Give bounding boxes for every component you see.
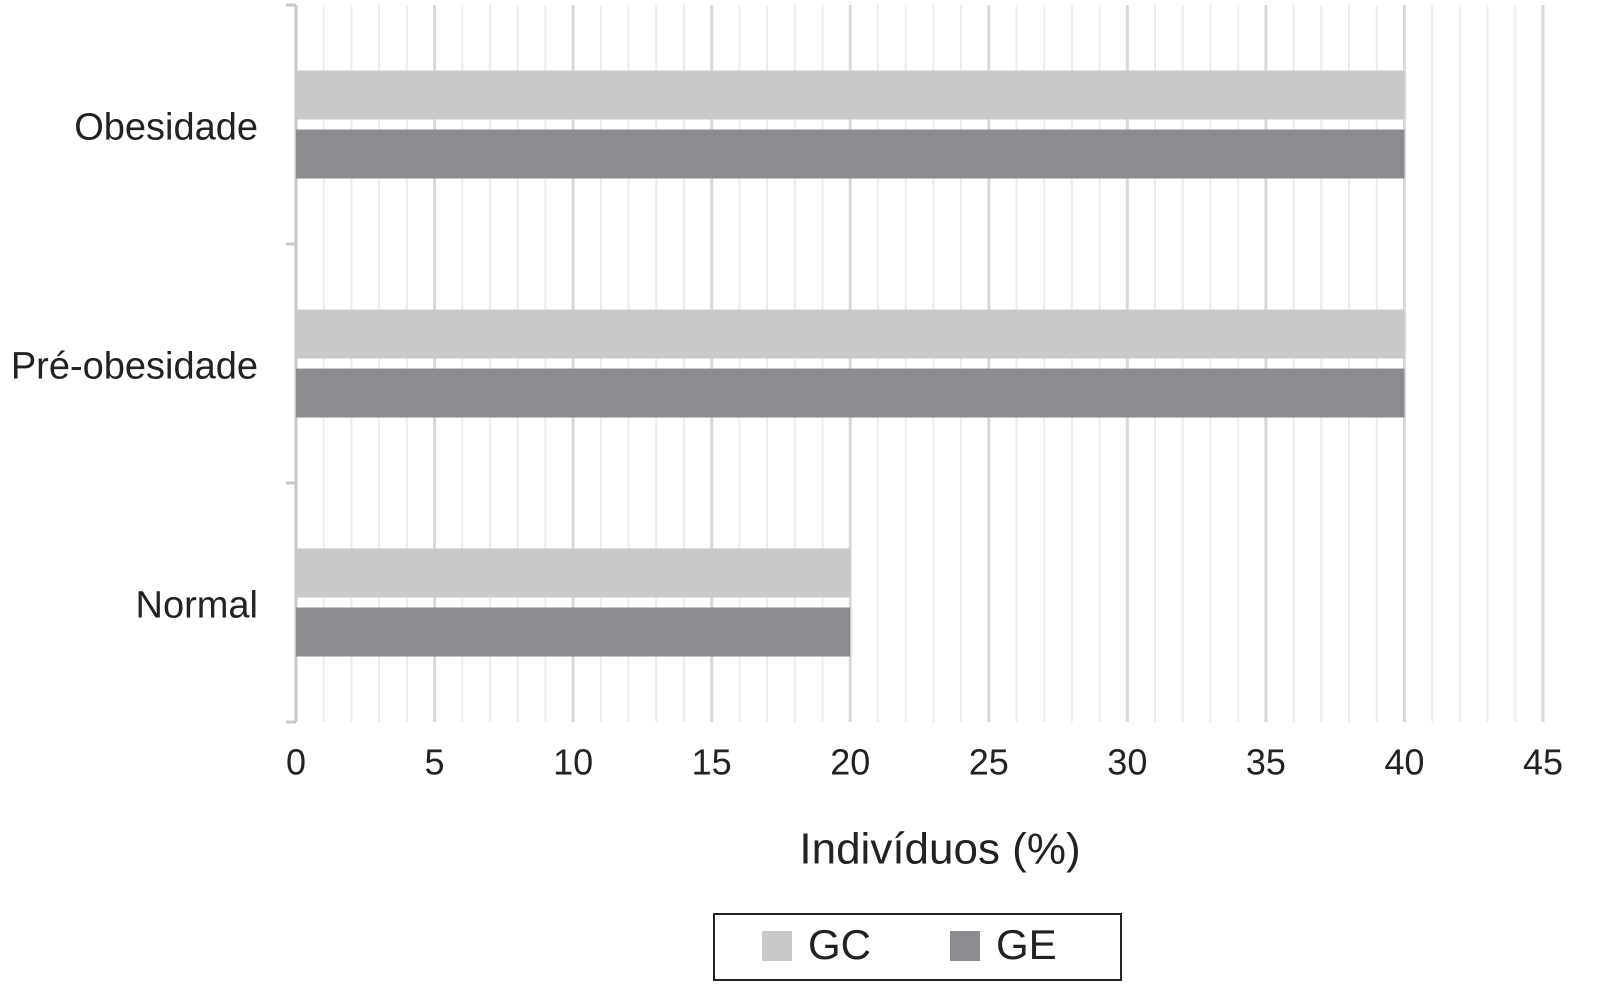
legend-swatch [950,931,980,961]
x-tick-label: 15 [692,742,732,783]
x-tick-label: 10 [553,742,593,783]
x-tick-label: 35 [1246,742,1286,783]
legend-label: GE [996,921,1057,968]
x-tick-label: 45 [1523,742,1563,783]
legend-label: GC [808,921,871,968]
x-tick-label: 0 [286,742,306,783]
x-tick-label: 5 [425,742,445,783]
y-tick-label: Normal [136,585,258,627]
bar [296,607,851,657]
x-tick-label: 20 [830,742,870,783]
bar [296,129,1405,179]
bar [296,309,1405,359]
bar [296,70,1405,120]
y-tick-label: Obesidade [74,107,258,149]
x-axis-title: Indivíduos (%) [799,825,1080,874]
x-tick-label: 30 [1107,742,1147,783]
x-tick-label: 25 [969,742,1009,783]
x-tick-label: 40 [1384,742,1424,783]
legend-swatch [762,931,792,961]
y-tick-label: Pré-obesidade [11,346,258,388]
bar [296,548,851,598]
bar [296,368,1405,418]
